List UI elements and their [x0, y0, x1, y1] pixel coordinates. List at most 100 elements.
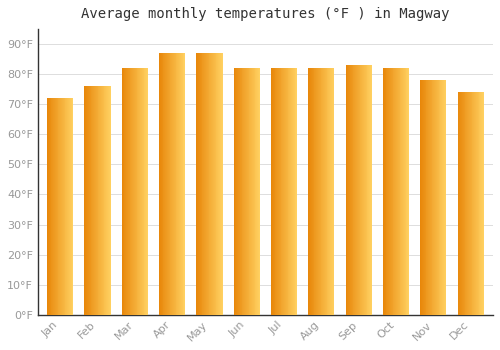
Bar — [206, 53, 207, 315]
Bar — [442, 80, 443, 315]
Bar — [253, 68, 254, 315]
Bar — [162, 53, 164, 315]
Bar — [96, 86, 98, 315]
Bar — [388, 68, 389, 315]
Bar — [211, 53, 212, 315]
Bar — [142, 68, 144, 315]
Bar — [140, 68, 141, 315]
Bar — [436, 80, 437, 315]
Bar — [386, 68, 388, 315]
Bar — [205, 53, 206, 315]
Bar — [437, 80, 438, 315]
Bar — [55, 98, 56, 315]
Bar — [477, 92, 478, 315]
Bar — [288, 68, 290, 315]
Bar — [362, 65, 363, 315]
Bar — [291, 68, 292, 315]
Bar — [240, 68, 242, 315]
Bar — [196, 53, 198, 315]
Bar — [62, 98, 63, 315]
Bar — [478, 92, 480, 315]
Bar — [358, 65, 360, 315]
Bar — [245, 68, 246, 315]
Bar — [311, 68, 312, 315]
Bar — [247, 68, 248, 315]
Bar — [58, 98, 59, 315]
Bar — [278, 68, 279, 315]
Bar — [461, 92, 462, 315]
Bar — [472, 92, 474, 315]
Bar — [323, 68, 324, 315]
Bar — [316, 68, 317, 315]
Bar — [126, 68, 127, 315]
Bar — [440, 80, 441, 315]
Bar — [312, 68, 314, 315]
Bar — [276, 68, 277, 315]
Bar — [95, 86, 96, 315]
Bar — [208, 53, 210, 315]
Bar — [271, 68, 272, 315]
Bar — [320, 68, 322, 315]
Bar — [421, 80, 422, 315]
Bar — [468, 92, 469, 315]
Bar — [127, 68, 128, 315]
Bar — [283, 68, 284, 315]
Bar — [319, 68, 320, 315]
Bar — [308, 68, 309, 315]
Bar — [130, 68, 132, 315]
Bar — [293, 68, 294, 315]
Bar — [422, 80, 423, 315]
Bar — [90, 86, 92, 315]
Bar — [89, 86, 90, 315]
Bar — [466, 92, 467, 315]
Bar — [332, 68, 334, 315]
Bar — [391, 68, 392, 315]
Bar — [50, 98, 51, 315]
Bar — [172, 53, 173, 315]
Bar — [357, 65, 358, 315]
Bar — [426, 80, 428, 315]
Bar — [481, 92, 482, 315]
Bar — [254, 68, 256, 315]
Bar — [60, 98, 61, 315]
Bar — [199, 53, 200, 315]
Bar — [182, 53, 184, 315]
Bar — [106, 86, 107, 315]
Bar — [144, 68, 146, 315]
Bar — [179, 53, 180, 315]
Bar — [370, 65, 371, 315]
Bar — [252, 68, 253, 315]
Bar — [474, 92, 475, 315]
Bar — [443, 80, 444, 315]
Bar — [475, 92, 476, 315]
Bar — [246, 68, 247, 315]
Bar — [408, 68, 409, 315]
Bar — [279, 68, 280, 315]
Bar — [397, 68, 398, 315]
Bar — [354, 65, 355, 315]
Bar — [173, 53, 174, 315]
Bar — [402, 68, 403, 315]
Bar — [395, 68, 396, 315]
Bar — [102, 86, 104, 315]
Bar — [325, 68, 326, 315]
Bar — [54, 98, 55, 315]
Bar — [441, 80, 442, 315]
Bar — [200, 53, 201, 315]
Bar — [280, 68, 281, 315]
Bar — [462, 92, 463, 315]
Bar — [428, 80, 429, 315]
Bar — [133, 68, 134, 315]
Bar — [47, 98, 48, 315]
Bar — [61, 98, 62, 315]
Bar — [67, 98, 68, 315]
Bar — [98, 86, 100, 315]
Bar — [351, 65, 352, 315]
Bar — [139, 68, 140, 315]
Bar — [87, 86, 88, 315]
Bar — [244, 68, 245, 315]
Bar — [141, 68, 142, 315]
Bar — [438, 80, 440, 315]
Bar — [403, 68, 404, 315]
Bar — [218, 53, 219, 315]
